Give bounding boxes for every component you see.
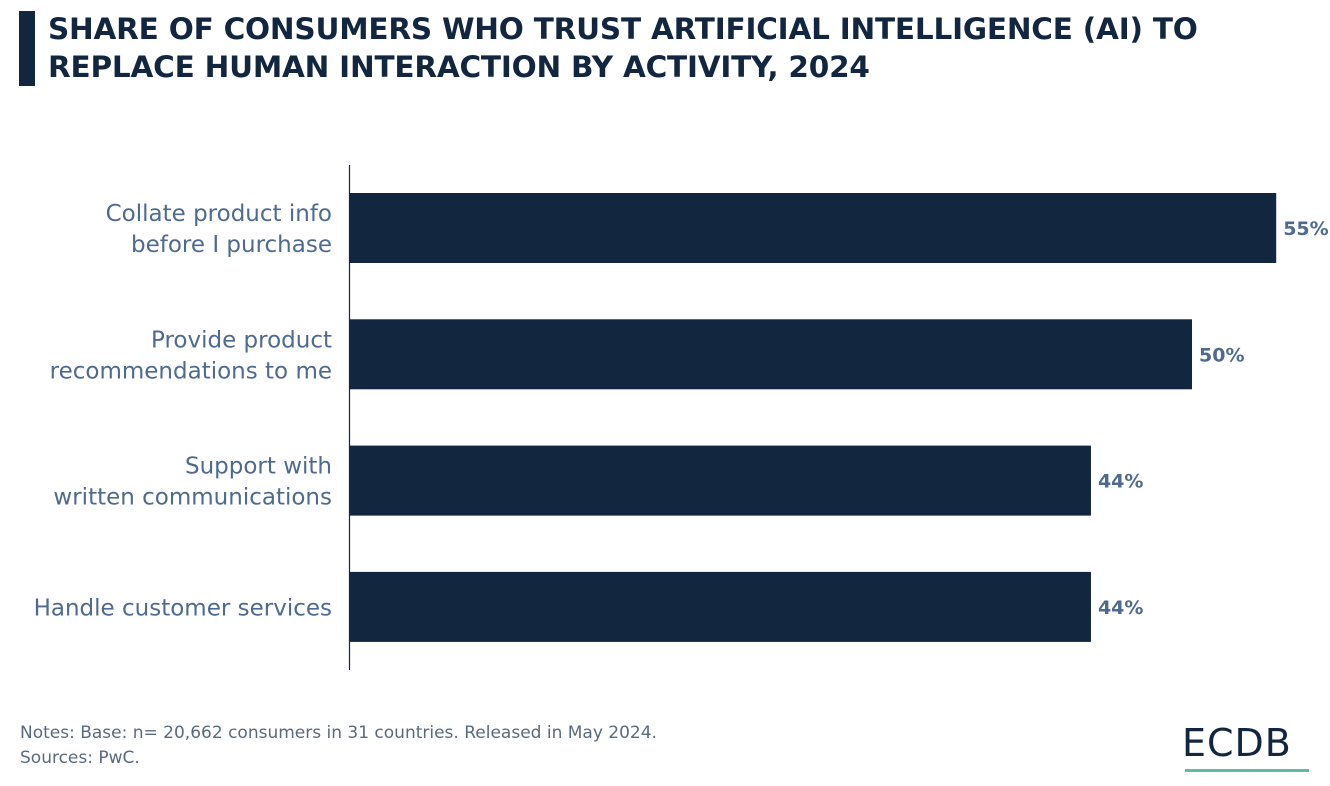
value-label-4: 44% xyxy=(1098,597,1143,619)
bar-chart: 55% Collate product info before I purchase… xyxy=(34,165,1329,670)
category-label-1-line-2: before I purchase xyxy=(131,232,332,258)
chart-title: SHARE OF CONSUMERS WHO TRUST ARTIFICIAL … xyxy=(48,12,1198,84)
sources-text: Sources: PwC. xyxy=(20,748,140,768)
logo-text: ECDB xyxy=(1182,721,1292,765)
value-label-3: 44% xyxy=(1098,471,1143,493)
category-label-4-line-1: Handle customer services xyxy=(34,595,332,621)
notes-text: Notes: Base: n= 20,662 consumers in 31 c… xyxy=(20,723,657,743)
bar-2 xyxy=(350,319,1192,390)
bar-3 xyxy=(350,445,1091,516)
category-label-2-line-2: recommendations to me xyxy=(50,358,332,384)
category-label-1-line-1: Collate product info xyxy=(106,201,332,227)
bar-4 xyxy=(350,571,1091,642)
bars-group: 55% Collate product info before I purchase… xyxy=(34,193,1329,642)
logo-underline xyxy=(1185,769,1309,772)
ecdb-logo: ECDB xyxy=(1182,722,1312,774)
value-label-1: 55% xyxy=(1283,218,1328,240)
category-label-3-line-2: written communications xyxy=(53,485,332,511)
value-label-2: 50% xyxy=(1199,344,1244,366)
category-label-2-line-1: Provide product xyxy=(151,327,332,353)
notes-block: Notes: Base: n= 20,662 consumers in 31 c… xyxy=(20,721,657,771)
category-label-3-line-1: Support with xyxy=(185,454,332,480)
title-accent-bar xyxy=(19,11,35,86)
bar-1 xyxy=(350,193,1277,263)
